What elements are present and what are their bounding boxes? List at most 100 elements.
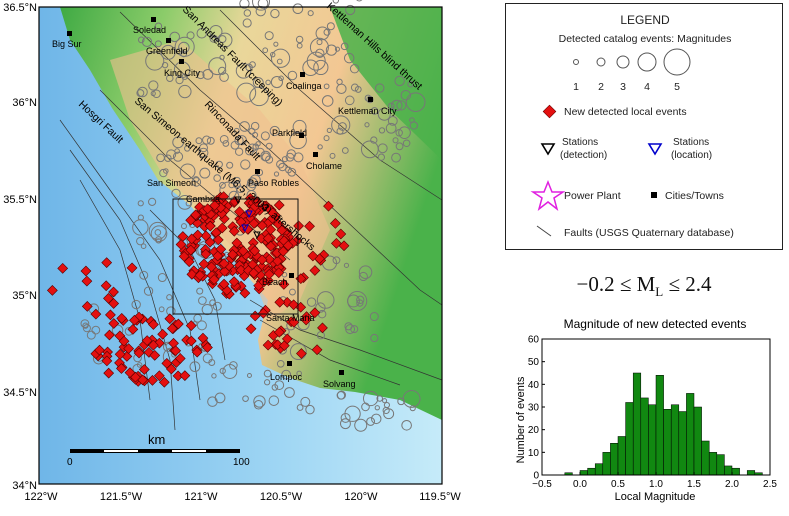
x-tick-label: 1.5 — [687, 479, 701, 490]
catalog-event-circle — [309, 37, 329, 57]
catalog-event-circle — [236, 82, 257, 103]
new-event-diamond — [259, 200, 270, 212]
catalog-event-circle — [374, 405, 380, 411]
catalog-event-circle — [306, 297, 317, 307]
new-event-diamond — [197, 332, 209, 344]
new-event-diamond — [272, 339, 284, 351]
catalog-event-circle — [366, 417, 376, 426]
catalog-event-circle — [326, 22, 335, 31]
city-paso-robles: Paso Robles — [248, 178, 300, 188]
catalog-event-circle — [208, 57, 227, 76]
new-event-diamond — [256, 220, 268, 231]
catalog-event-circle — [316, 331, 325, 340]
new-event-diamond — [242, 223, 254, 235]
catalog-event-circle — [316, 291, 335, 309]
legend-stations-location: Stations (location) — [671, 137, 712, 161]
city-soledad: Soledad — [133, 25, 166, 35]
histogram-axes — [541, 338, 771, 476]
new-event-diamond — [256, 254, 268, 266]
histogram-bar — [617, 436, 626, 476]
new-event-diamond — [81, 300, 93, 312]
catalog-event-circle — [234, 147, 244, 156]
catalog-event-circle — [262, 47, 269, 54]
catalog-event-circle — [150, 90, 156, 97]
catalog-event-circle — [247, 143, 257, 153]
catalog-event-circle — [281, 271, 288, 278]
catalog-event-circle — [172, 136, 184, 149]
catalog-event-circle — [181, 73, 189, 80]
city-big-sur: Big Sur — [52, 39, 82, 49]
detection-station-icon — [540, 143, 556, 156]
new-event-diamond — [249, 245, 261, 257]
catalog-event-circle — [145, 51, 165, 71]
catalog-event-circle — [161, 61, 169, 69]
new-event-diamond — [276, 224, 288, 236]
catalog-event-circle — [174, 148, 180, 154]
catalog-event-circle — [137, 200, 144, 207]
latitude-labels: 36.5°N 36°N 35.5°N 35°N 34.5°N 34°N — [3, 2, 37, 492]
catalog-event-circle — [137, 86, 148, 98]
catalog-event-circle — [370, 107, 379, 115]
y-tick-label: 30 — [528, 403, 540, 414]
power-plant-star-icon — [530, 179, 566, 211]
catalog-event-circle — [278, 162, 287, 172]
new-event-diamond — [296, 348, 307, 359]
catalog-event-circle — [250, 121, 260, 131]
new-event-diamond — [235, 264, 247, 276]
catalog-event-circle — [202, 135, 212, 145]
catalog-event-circle — [185, 200, 192, 207]
catalog-event-circle — [344, 405, 361, 422]
catalog-event-circle — [201, 303, 213, 316]
magnitude-labels: 1 2 3 4 5 — [573, 81, 680, 93]
legend-graphic: LEGEND Detected catalog events: Magnitud… — [530, 13, 734, 239]
lat-34: 34°N — [12, 480, 37, 492]
catalog-event-circle — [358, 265, 373, 279]
catalog-event-circle — [209, 34, 218, 43]
catalog-event-circle — [285, 166, 292, 174]
legend: LEGEND Detected catalog events: Magnitud… — [505, 3, 783, 250]
new-event-diamond — [273, 267, 285, 279]
new-event-diamond — [202, 342, 213, 353]
new-event-diamond — [218, 278, 230, 290]
catalog-event-circle — [385, 122, 397, 134]
mag-3: 3 — [620, 81, 626, 93]
catalog-event-circle — [154, 236, 163, 244]
mag-4: 4 — [644, 81, 650, 93]
new-event-diamond — [293, 220, 304, 232]
catalog-event-circle — [295, 35, 304, 44]
city-kettleman-city: Kettleman City — [338, 106, 397, 116]
x-tick-label: 1.0 — [649, 479, 663, 490]
catalog-event-circle — [202, 68, 214, 80]
catalog-event-circle — [242, 18, 252, 28]
catalog-event-circle — [242, 395, 249, 402]
histogram-bar — [731, 467, 740, 476]
map-frame — [38, 6, 443, 485]
new-event-diamond — [209, 200, 221, 211]
catalog-event-circle — [369, 312, 379, 322]
catalog-event-circle — [400, 89, 412, 101]
catalog-event-circle — [350, 83, 359, 92]
catalog-event-circle — [211, 36, 217, 42]
new-event-diamond — [264, 253, 275, 265]
new-event-diamond — [158, 376, 170, 388]
catalog-event-circle — [196, 71, 205, 80]
catalog-event-circle — [198, 296, 207, 305]
new-event-diamond — [80, 265, 92, 277]
new-event-diamond — [94, 344, 105, 356]
catalog-event-circle — [208, 359, 216, 366]
catalog-event-circle — [226, 161, 234, 169]
catalog-event-circle — [409, 121, 418, 130]
new-event-diamond — [204, 220, 216, 232]
new-event-diamond — [149, 349, 161, 361]
catalog-event-circle — [345, 4, 356, 16]
new-event-diamond — [228, 225, 240, 237]
new-event-diamond — [170, 345, 182, 357]
catalog-event-circle — [370, 333, 379, 343]
catalog-event-circle — [273, 171, 280, 177]
histogram-bar — [678, 411, 687, 476]
histogram-title: Magnitude of new detected events — [564, 317, 747, 331]
catalog-event-circle — [305, 404, 315, 415]
new-event-diamond — [104, 329, 115, 341]
city-santa-maria: Santa Maria — [266, 313, 315, 323]
catalog-event-circle — [332, 256, 341, 265]
